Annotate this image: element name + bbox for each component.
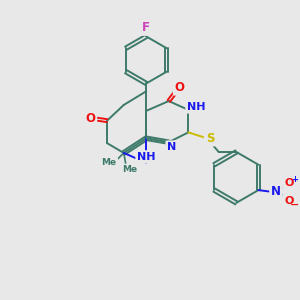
- Text: N: N: [271, 184, 281, 198]
- Text: NH: NH: [137, 152, 155, 162]
- Text: +: +: [291, 175, 298, 184]
- Text: NH: NH: [187, 102, 206, 112]
- Text: F: F: [142, 21, 150, 34]
- Text: Me: Me: [101, 158, 117, 167]
- Text: N: N: [167, 142, 176, 152]
- Text: O: O: [284, 196, 293, 206]
- Text: O: O: [85, 112, 95, 125]
- Text: O: O: [284, 178, 293, 188]
- Text: O: O: [175, 81, 184, 94]
- Text: −: −: [290, 200, 299, 210]
- Text: S: S: [206, 132, 214, 145]
- Text: Me: Me: [122, 165, 137, 174]
